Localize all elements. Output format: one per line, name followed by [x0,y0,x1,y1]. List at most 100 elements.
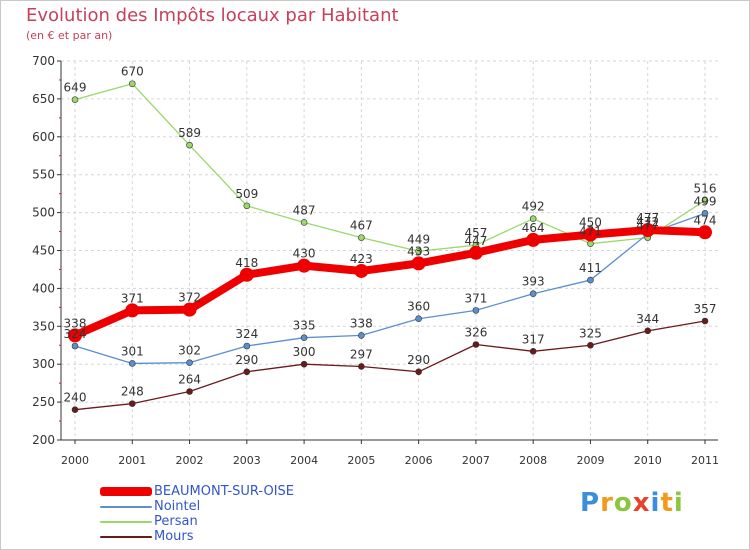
y-tick-label: 350 [32,319,55,333]
chart-title: Evolution des Impôts locaux par Habitant [26,5,399,26]
data-point [243,368,251,376]
data-label: 300 [293,345,316,359]
data-label: 393 [522,275,545,289]
data-label: 449 [407,232,430,246]
data-label: 499 [694,194,717,208]
x-tick-label: 2004 [290,454,318,467]
data-point [644,327,652,335]
data-point [300,334,308,341]
data-label: 290 [407,353,430,367]
data-label: 326 [464,325,487,339]
data-point [583,227,598,242]
x-tick-label: 2002 [176,454,204,467]
data-label: 317 [522,332,545,346]
data-point [411,256,426,271]
data-label: 487 [293,203,316,217]
data-point [71,96,79,103]
data-point [186,388,193,395]
y-tick-label: 600 [32,130,55,144]
data-point [415,368,422,376]
data-point [526,232,541,247]
data-point [529,348,537,355]
data-label: 492 [522,200,545,214]
data-label: 649 [64,81,87,95]
x-tick-label: 2007 [462,454,490,467]
data-point [701,197,709,204]
y-tick-label: 550 [32,168,55,182]
y-tick-label: 400 [32,281,55,295]
x-tick-label: 2005 [347,454,375,467]
legend-swatch [100,487,152,496]
data-label: 335 [293,319,316,333]
data-point [587,276,594,284]
data-point [472,307,480,314]
data-label: 371 [464,291,487,305]
legend-swatch [100,505,152,508]
legend-item: Nointel [100,499,294,514]
data-point [415,247,422,255]
data-label: 450 [579,216,602,230]
x-tick-label: 2008 [519,454,547,467]
data-point [529,290,537,298]
data-label: 516 [694,181,717,195]
legend-label: Mours [154,529,194,544]
legend-label: Nointel [154,499,201,514]
data-label: 509 [235,187,258,201]
data-point [128,80,136,88]
data-point [186,359,193,366]
y-tick-label: 250 [32,395,55,409]
series-line-mours [74,320,706,411]
data-point [698,225,712,240]
series-line-beaumont-sur-oise [71,226,709,340]
data-label: 338 [350,316,373,330]
data-point [128,360,136,367]
y-tick-label: 450 [32,244,55,258]
legend-label: Persan [154,514,198,529]
x-tick-label: 2003 [233,454,261,467]
data-label: 423 [350,252,373,266]
legend-item: Persan [100,514,294,529]
data-label: 589 [178,126,201,140]
data-label: 471 [579,225,602,239]
data-label: 324 [64,327,87,341]
legend-item: Mours [100,529,294,544]
legend-swatch [100,535,152,538]
data-point [415,315,422,323]
data-point [128,400,136,407]
data-label: 325 [579,326,602,340]
data-label: 464 [522,221,545,235]
data-point [358,332,365,339]
logo-letter: P [580,488,601,518]
data-label: 240 [64,391,87,405]
data-point [300,219,308,226]
x-tick-label: 2000 [61,454,89,467]
x-tick-label: 2011 [691,454,719,467]
data-point [701,317,709,325]
data-point [186,141,193,149]
data-label: 447 [464,234,487,248]
data-point [354,263,369,278]
data-point [125,303,140,318]
legend-item: BEAUMONT-SUR-OISE [100,484,294,499]
data-point [239,267,254,282]
data-label: 248 [121,385,144,399]
proxiti-logo: Proxiti [580,488,684,518]
data-point [640,223,655,238]
series-line-nointel [74,212,706,365]
data-point [701,210,709,217]
data-point [358,234,365,241]
y-tick-label: 200 [32,433,55,447]
data-label: 411 [579,261,602,275]
logo-letter: i [650,488,661,518]
data-point [468,245,483,260]
legend-swatch [100,520,152,523]
logo-letter: t [660,488,674,518]
y-tick-label: 700 [32,54,55,68]
data-label: 344 [636,312,659,326]
data-label: 433 [407,244,430,258]
data-point [472,341,480,348]
data-label: 338 [64,316,87,330]
data-label: 477 [636,211,659,225]
data-point [182,302,197,317]
data-label: 371 [121,291,144,305]
